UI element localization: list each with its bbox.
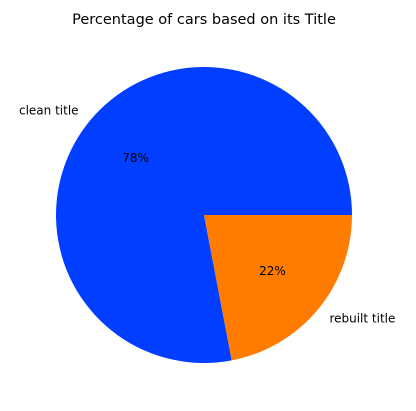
slice-percent-clean-title: 78% (122, 151, 149, 165)
pie-slices (55, 67, 352, 363)
slice-label-rebuilt-title: rebuilt title (329, 311, 395, 325)
slice-percent-rebuilt-title: 22% (259, 264, 286, 278)
pie-slice-rebuilt-title (204, 215, 352, 361)
pie-labels: clean title 78% rebuilt title 22% (19, 104, 395, 326)
slice-label-clean-title: clean title (19, 104, 79, 118)
chart-title: Percentage of cars based on its Title (72, 12, 336, 28)
